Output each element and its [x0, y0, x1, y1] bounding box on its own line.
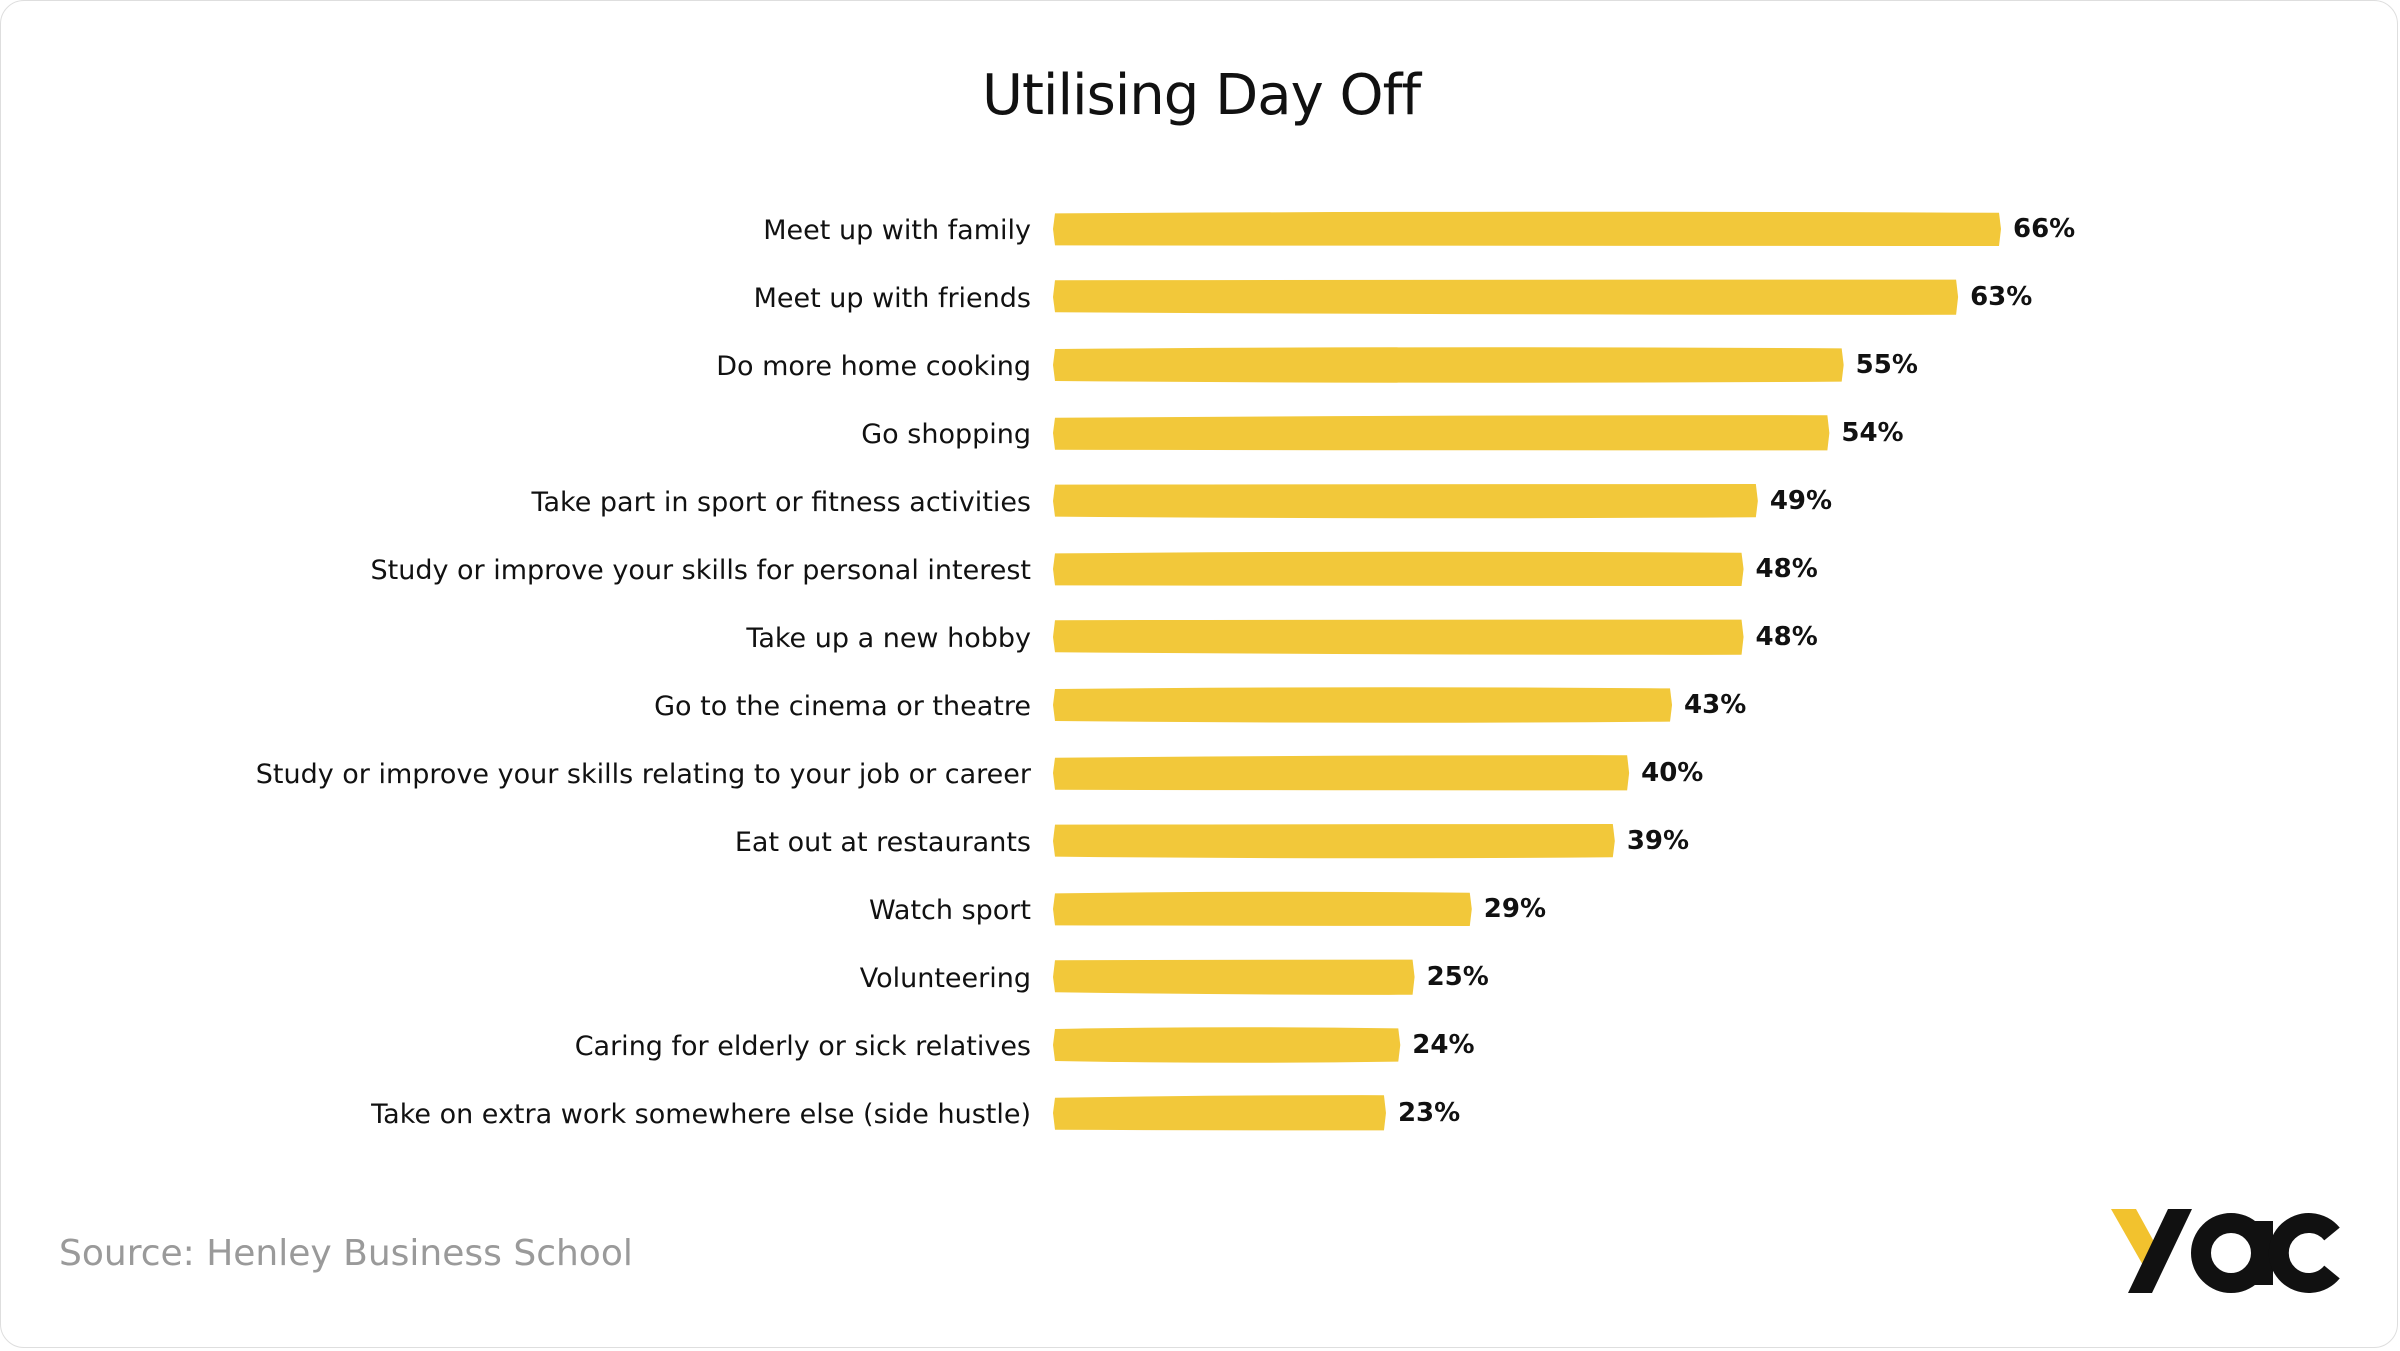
category-label: Study or improve your skills relating to… [256, 759, 1032, 790]
source-label: Source: Henley Business School [59, 1233, 633, 1274]
chart-title: Utilising Day Off [981, 63, 1421, 128]
bar-3 [1053, 347, 1844, 383]
value-label: 40% [1641, 758, 1703, 788]
value-label: 55% [1856, 350, 1918, 380]
category-label: Go to the cinema or theatre [654, 691, 1031, 722]
bar-4 [1053, 415, 1830, 451]
bar-10 [1053, 824, 1615, 859]
logo-a-bowl [2191, 1213, 2271, 1293]
value-label: 66% [2013, 214, 2075, 244]
bar-5 [1053, 484, 1758, 519]
value-label: 54% [1841, 418, 1903, 448]
category-label: Take part in sport or fitness activities [530, 487, 1031, 518]
category-label: Meet up with family [763, 215, 1031, 246]
category-label: Go shopping [861, 419, 1031, 450]
category-label: Watch sport [869, 895, 1031, 926]
yac-logo [2111, 1209, 2340, 1293]
value-label: 23% [1398, 1098, 1460, 1128]
bar-6 [1053, 551, 1744, 586]
bar-7 [1053, 619, 1744, 655]
category-label: Take up a new hobby [745, 623, 1031, 654]
bar-8 [1053, 687, 1673, 723]
category-label: Take on extra work somewhere else (side … [370, 1099, 1031, 1130]
logo-c [2268, 1213, 2340, 1293]
bars-layer: Meet up with family 66% Meet up with frien… [256, 211, 2075, 1131]
category-label: Caring for elderly or sick relatives [575, 1031, 1031, 1062]
bar-11 [1053, 891, 1472, 926]
value-label: 39% [1627, 826, 1689, 856]
value-label: 29% [1484, 894, 1546, 924]
bar-13 [1053, 1027, 1401, 1063]
bar-12 [1053, 959, 1415, 995]
value-label: 43% [1684, 690, 1746, 720]
category-label: Eat out at restaurants [735, 827, 1031, 858]
bar-1 [1053, 211, 2001, 246]
category-label: Do more home cooking [716, 351, 1031, 382]
value-label: 24% [1412, 1030, 1474, 1060]
category-label: Meet up with friends [754, 283, 1031, 314]
value-label: 48% [1756, 622, 1818, 652]
logo-y-dark-stroke [2128, 1209, 2192, 1293]
category-label: Volunteering [860, 963, 1031, 994]
bar-9 [1053, 755, 1630, 791]
category-label: Study or improve your skills for persona… [371, 555, 1032, 586]
value-label: 48% [1756, 554, 1818, 584]
logo-y-yellow-stroke [2111, 1209, 2158, 1267]
value-label: 25% [1427, 962, 1489, 992]
logo-a-stem [2253, 1221, 2273, 1285]
bar-2 [1053, 279, 1959, 315]
value-label: 63% [1970, 282, 2032, 312]
value-label: 49% [1770, 486, 1832, 516]
bar-14 [1053, 1095, 1386, 1131]
